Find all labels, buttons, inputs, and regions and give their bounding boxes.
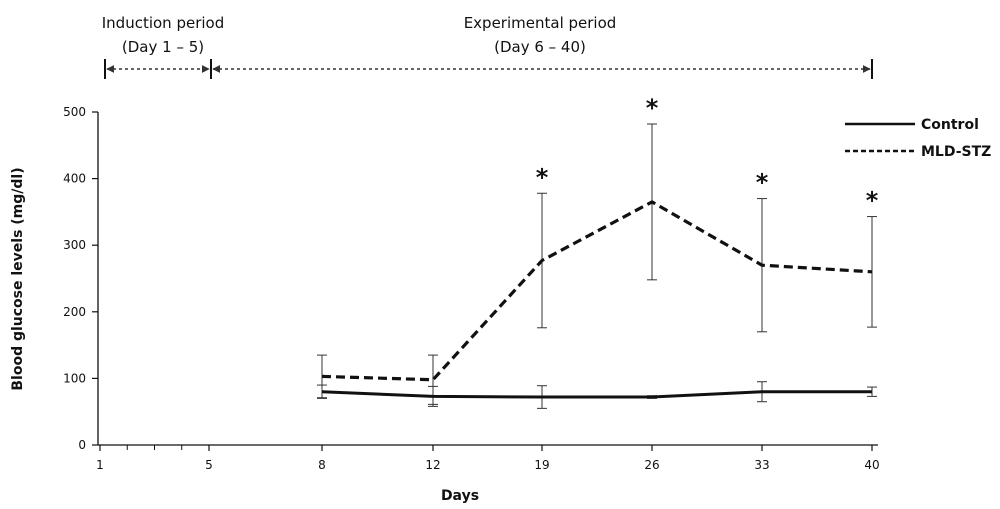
legend-control-label: Control [921,117,979,133]
induction-period-range: (Day 1 – 5) [122,38,204,56]
x-tick-label-1: 1 [96,458,104,472]
y-axis-ticks: 0 100 200 300 400 500 [63,105,98,452]
series-line-control [321,390,872,399]
x-tick-label-5: 5 [205,458,213,472]
y-axis-title: Blood glucose levels (mg/dl) [10,167,26,390]
x-tick-label-40: 40 [864,458,879,472]
period-annotations: Induction period (Day 1 – 5) Experimenta… [102,14,873,79]
x-tick-label-33: 33 [754,458,769,472]
y-tick-label-500: 500 [63,105,86,119]
x-tick-label-12: 12 [425,458,440,472]
y-tick-label-0: 0 [78,438,86,452]
x-tick-label-19: 19 [534,458,549,472]
significance-marker-day-19: * [536,163,549,191]
x-axis-title: Days [441,488,479,504]
significance-markers: * * * * [536,94,879,215]
experimental-period-range: (Day 6 – 40) [494,38,586,56]
series-lines [321,200,873,399]
x-axis-ticks: 1 5 8 12 19 26 33 40 [96,445,880,472]
series-line-mld-stz [321,200,873,382]
significance-marker-day-33: * [756,169,769,197]
x-axis-minor-ticks [126,445,183,450]
error-bars [317,123,877,409]
y-tick-label-300: 300 [63,238,86,252]
legend-mld-stz-label: MLD-STZ [921,144,991,160]
y-tick-label-200: 200 [63,305,86,319]
significance-marker-day-26: * [646,94,659,122]
legend: Control MLD-STZ [845,117,991,160]
y-tick-label-400: 400 [63,172,86,186]
induction-period-title: Induction period [102,14,225,32]
axes: 0 100 200 300 400 500 1 5 8 12 19 26 33 40 [63,105,880,472]
y-tick-label-100: 100 [63,371,86,385]
x-tick-label-26: 26 [644,458,659,472]
x-tick-label-8: 8 [318,458,326,472]
significance-marker-day-40: * [866,187,879,215]
experimental-period-title: Experimental period [464,14,617,32]
